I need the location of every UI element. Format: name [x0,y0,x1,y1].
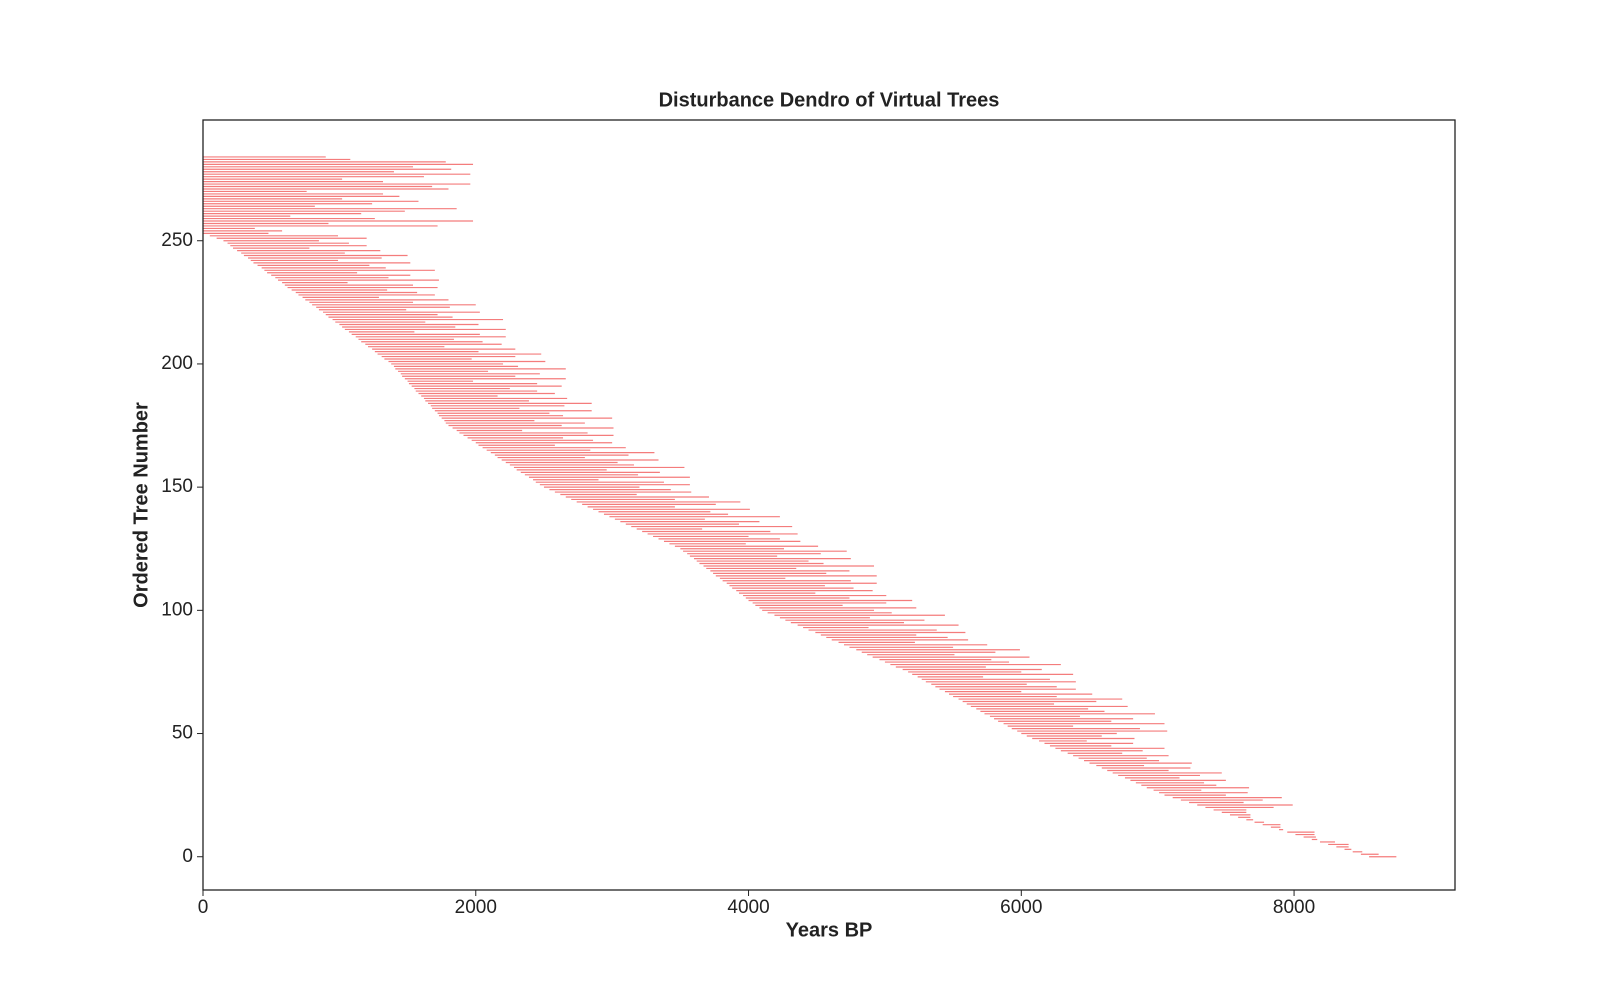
y-tick-label: 100 [161,599,193,620]
plot-frame [202,119,1456,891]
x-tick-label: 4000 [727,897,769,918]
chart-title: Disturbance Dendro of Virtual Trees [659,89,1000,111]
y-tick-label: 0 [182,846,193,867]
y-tick-label: 250 [161,230,193,251]
x-axis-label: Years BP [786,919,873,941]
x-tick-label: 2000 [455,897,497,918]
x-tick-label: 6000 [1000,897,1042,918]
plot-area [203,156,1397,858]
y-tick-label: 50 [172,723,193,744]
y-tick-label: 200 [161,353,193,374]
y-tick-label: 150 [161,476,193,497]
y-axis-label: Ordered Tree Number [130,402,152,608]
x-tick-label: 8000 [1273,897,1315,918]
x-tick-label: 0 [198,897,209,918]
